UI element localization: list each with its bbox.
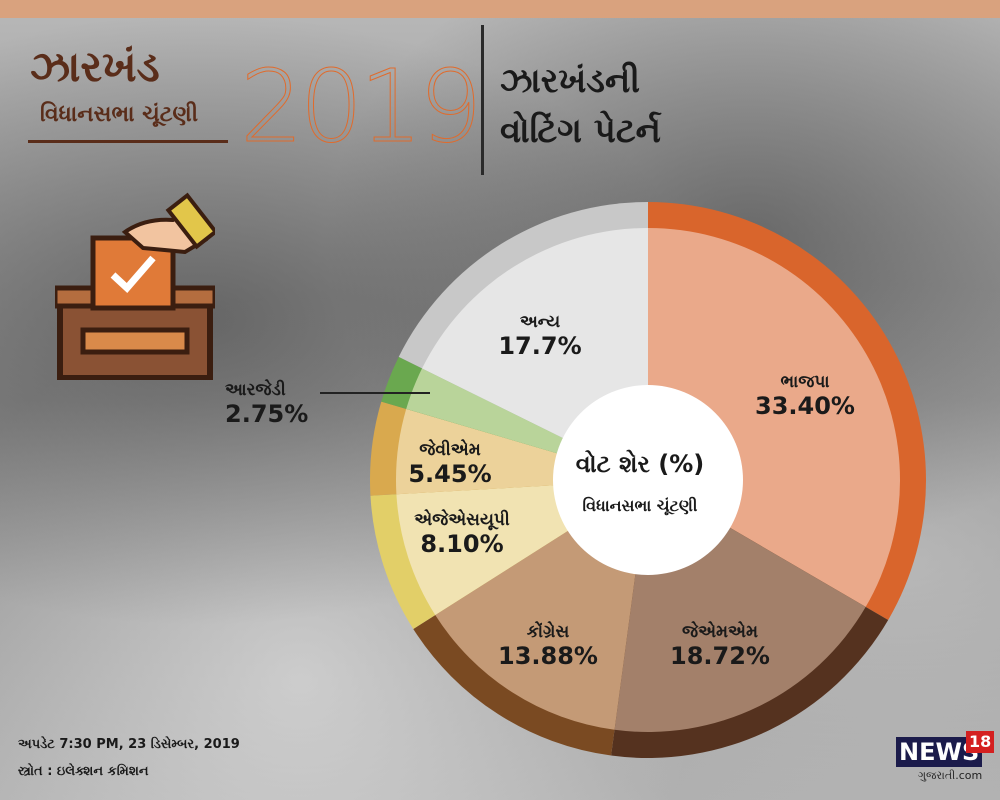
label-bjp: ભાજપા 33.40%: [735, 372, 875, 420]
label-jmm: જેએમએમ 18.72%: [650, 622, 790, 670]
source-note: સ્ત્રોત : ઇલેક્શન કમિશન: [18, 764, 149, 779]
chart-heading-line2: વોટિંગ પેટર્ન: [500, 111, 661, 151]
header-divider: [481, 25, 484, 175]
state-title: ઝારખંડ: [30, 42, 160, 91]
label-rjd: આરજેડી 2.75%: [225, 380, 335, 428]
top-accent-bar: [0, 0, 1000, 18]
label-others-name: અન્ય: [519, 312, 561, 332]
label-rjd-value: 2.75%: [225, 400, 309, 428]
label-congress-name: કોંગ્રેસ: [526, 622, 570, 642]
pie-center-title: વોટ શેર (%): [575, 450, 705, 478]
subtitle-underline: [28, 140, 228, 143]
label-jvm: જેવીએમ 5.45%: [380, 440, 520, 488]
chart-heading-line1: ઝારખંડની: [500, 61, 641, 101]
label-ajsu-name: એજેએસયૂપી: [414, 510, 510, 530]
label-congress: કોંગ્રેસ 13.88%: [478, 622, 618, 670]
logo-brand: NEWS: [896, 737, 983, 767]
label-congress-value: 13.88%: [498, 642, 598, 670]
label-jmm-name: જેએમએમ: [682, 622, 758, 642]
label-ajsu: એજેએસયૂપી 8.10%: [392, 510, 532, 558]
label-jvm-name: જેવીએમ: [419, 440, 481, 460]
label-rjd-name: આરજેડી: [225, 380, 286, 400]
label-jvm-value: 5.45%: [408, 460, 492, 488]
news18-logo: NEWS 18 ગુજરાતી.com: [896, 731, 995, 787]
logo-site: ગુજરાતી.com: [918, 769, 983, 782]
year-title: 2019: [240, 48, 483, 166]
election-subtitle: વિધાનસભા ચૂંટણી: [40, 102, 199, 127]
label-others: અન્ય 17.7%: [470, 312, 610, 360]
label-others-value: 17.7%: [498, 332, 582, 360]
label-bjp-name: ભાજપા: [780, 372, 830, 392]
label-ajsu-value: 8.10%: [420, 530, 504, 558]
rjd-leader-line: [320, 392, 430, 394]
logo-number: 18: [966, 731, 995, 753]
label-bjp-value: 33.40%: [755, 392, 855, 420]
label-jmm-value: 18.72%: [670, 642, 770, 670]
pie-center-subtitle: વિધાનસભા ચૂંટણી: [582, 496, 698, 515]
update-timestamp: અપડેટ 7:30 PM, 23 ડિસેમ્બર, 2019: [18, 737, 240, 752]
chart-heading: ઝારખંડની વોટિંગ પેટર્ન: [500, 56, 661, 156]
pie-center-hole: [553, 385, 743, 575]
pie-center-label: વોટ શેર (%) વિધાનસભા ચૂંટણી: [545, 432, 735, 516]
ballot-box-icon: [55, 192, 215, 380]
